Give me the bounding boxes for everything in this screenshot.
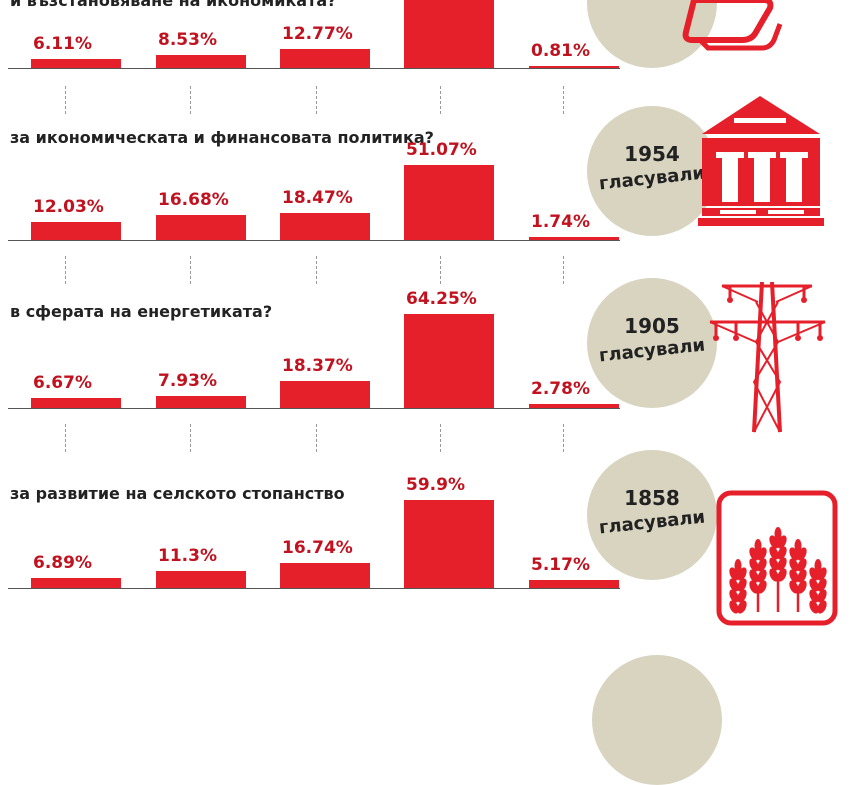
data-label: 6.67% [33,373,92,393]
bar [280,563,370,588]
votes-label: гласували [597,506,707,539]
bar [529,580,619,588]
votes-circle: 1905 гласували [587,278,717,408]
question-title: за развитие на селското стопанство [10,484,345,503]
votes-circle: 1954 гласували [587,106,717,236]
data-label: 6.11% [33,34,92,54]
guide-line [563,256,564,284]
baseline-axis [8,408,620,409]
data-label: 51.07% [406,140,477,160]
bar [280,213,370,240]
guide-line [440,424,441,452]
guide-line [190,86,191,114]
survey-infographic: и възстановяване на икономиката? 6.11% 8.5… [8,0,838,785]
data-label: 11.3% [158,546,217,566]
question-title: и възстановяване на икономиката? [10,0,337,10]
data-label: 8.53% [158,30,217,50]
bar [529,237,619,240]
guide-line [563,424,564,452]
votes-circle: 1858 гласували [587,450,717,580]
baseline-axis [8,588,620,589]
bar [404,0,494,68]
guide-line [65,86,66,114]
guide-line [440,86,441,114]
data-label: 0.81% [531,41,590,61]
guide-line [65,424,66,452]
guide-line [190,256,191,284]
guide-line [316,86,317,114]
data-label: 5.17% [531,555,590,575]
data-label: 59.9% [406,475,465,495]
bar [404,500,494,588]
bank-building-icon [680,96,830,228]
votes-label: гласували [597,334,707,367]
baseline-axis [8,240,620,241]
bar [280,49,370,68]
data-label: 16.74% [282,538,353,558]
guide-line [65,256,66,284]
data-label: 64.25% [406,289,477,309]
bar [529,404,619,408]
data-label: 2.78% [531,379,590,399]
tablet-icon [676,0,786,60]
bar [156,396,246,408]
baseline-axis [8,68,620,69]
data-label: 18.47% [282,188,353,208]
power-pylon-icon [700,281,835,438]
data-label: 18.37% [282,356,353,376]
guide-line [316,256,317,284]
bar [156,215,246,240]
bar [529,66,619,68]
guide-line [190,424,191,452]
question-title: в сферата на енергетиката? [10,302,273,321]
bar [156,571,246,588]
bar [404,165,494,240]
guide-line [440,256,441,284]
bar [31,578,121,588]
guide-line [316,424,317,452]
data-label: 12.77% [282,24,353,44]
question-title: за икономическата и финансовата политика… [10,128,434,147]
votes-count: 1905 [624,314,680,338]
bar [31,59,121,68]
bar [156,55,246,68]
bar [280,381,370,408]
votes-count: 1954 [624,142,680,166]
wheat-icon [716,490,838,626]
bar [404,314,494,408]
data-label: 16.68% [158,190,229,210]
guide-line [563,86,564,114]
data-label: 1.74% [531,212,590,232]
data-label: 6.89% [33,553,92,573]
votes-count: 1858 [624,486,680,510]
bar [31,222,121,240]
data-label: 12.03% [33,197,104,217]
data-label: 7.93% [158,371,217,391]
bar [31,398,121,408]
